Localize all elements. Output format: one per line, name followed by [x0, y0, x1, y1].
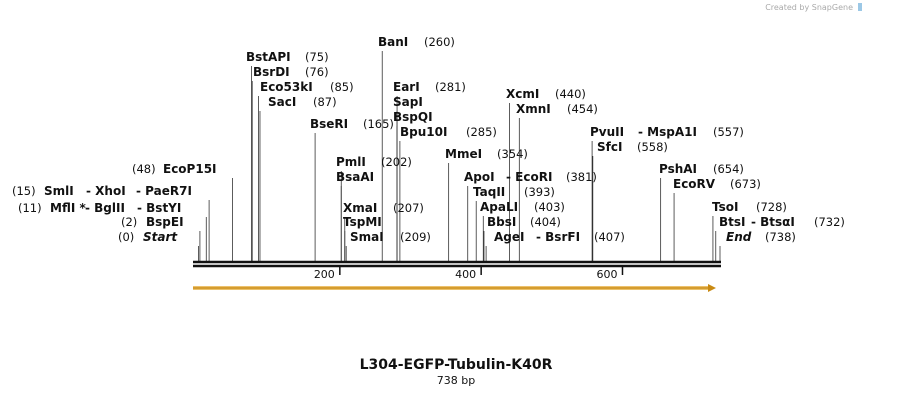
site-position: (2): [121, 215, 137, 229]
site-position: (354): [497, 147, 528, 161]
tick-label: 400: [455, 268, 476, 281]
site-position: (260): [424, 35, 455, 49]
site-position: (403): [534, 200, 565, 214]
site-position: (48): [132, 162, 156, 176]
enzyme-name: BbsI: [487, 215, 516, 229]
enzyme-name: BspEI: [146, 215, 184, 229]
site-position: (202): [381, 155, 412, 169]
site-position: (454): [567, 102, 598, 116]
enzyme-name: TsoI: [712, 200, 738, 214]
map-size: 738 bp: [437, 374, 475, 387]
enzyme-name: SmaI: [350, 230, 384, 244]
enzyme-name: EcoP15I: [163, 162, 217, 176]
enzyme-name: EarI: [393, 80, 420, 94]
enzyme-name: - PaeR7I: [136, 184, 192, 198]
enzyme-name: - BtsαI: [751, 215, 795, 229]
enzyme-name: BsaAI: [336, 170, 374, 184]
enzyme-name: SapI: [393, 95, 423, 109]
site-position: (654): [713, 162, 744, 176]
enzyme-name: BstAPI: [246, 50, 291, 64]
sites: EcoP15I(48)SmlI - XhoI - PaeR7I(15)MflI * -…: [12, 35, 845, 261]
enzyme-name: AgeI: [494, 230, 524, 244]
enzyme-name: SmlI: [44, 184, 74, 198]
enzyme-name: - BsrFI: [536, 230, 580, 244]
enzyme-name: BseRI: [310, 117, 348, 131]
enzyme-name: BspQI: [393, 110, 433, 124]
site-position: (407): [594, 230, 625, 244]
site-position: (11): [18, 201, 42, 215]
site-position: (87): [313, 95, 337, 109]
site-position: (738): [765, 230, 796, 244]
enzyme-name: PshAI: [659, 162, 697, 176]
enzyme-name: - EcoRI: [506, 170, 552, 184]
enzyme-name: - MspA1I: [638, 125, 697, 139]
site-position: (728): [756, 200, 787, 214]
enzyme-name: EcoRV: [673, 177, 716, 191]
site-position: (285): [466, 125, 497, 139]
site-position: (75): [305, 50, 329, 64]
enzyme-name: Bpu10I: [400, 125, 447, 139]
site-position: (209): [400, 230, 431, 244]
enzyme-name: XmaI: [343, 201, 377, 215]
enzyme-name: TaqII: [473, 185, 505, 199]
enzyme-name: ApaLI: [480, 200, 518, 214]
site-position: (85): [330, 80, 354, 94]
enzyme-name: - BstYI: [137, 201, 181, 215]
enzyme-name: PvuII: [590, 125, 624, 139]
site-position: (732): [814, 215, 845, 229]
enzyme-name: MflI *: [50, 201, 86, 215]
enzyme-name: XmnI: [516, 102, 551, 116]
feature: [193, 286, 710, 290]
site-position: (673): [730, 177, 761, 191]
scale: 200 400 600: [314, 267, 624, 281]
enzyme-name: SfcI: [597, 140, 622, 154]
enzyme-name: BanI: [378, 35, 408, 49]
enzyme-name: SacI: [268, 95, 296, 109]
site-position: (381): [566, 170, 597, 184]
enzyme-name: Eco53kI: [260, 80, 313, 94]
tick-label: 200: [314, 268, 335, 281]
site-position: (558): [637, 140, 668, 154]
site-position: (15): [12, 184, 36, 198]
enzyme-name: PmlI: [336, 155, 366, 169]
tick-label: 600: [596, 268, 617, 281]
site-position: (557): [713, 125, 744, 139]
enzyme-name: BsrDI: [253, 65, 290, 79]
logo: [858, 3, 862, 11]
enzyme-name: ApoI: [464, 170, 495, 184]
enzyme-name: MmeI: [445, 147, 482, 161]
site-position: (207): [393, 201, 424, 215]
site-position: (165): [363, 117, 394, 131]
enzyme-name: End: [726, 230, 752, 244]
feature-arrow: [708, 284, 716, 292]
site-position: (0): [118, 230, 134, 244]
enzyme-name: BtsI: [719, 215, 746, 229]
site-position: (76): [305, 65, 329, 79]
credit: Created by SnapGene: [765, 3, 853, 12]
enzyme-name: Start: [143, 230, 178, 244]
site-position: (281): [435, 80, 466, 94]
enzyme-name: - BglII: [85, 201, 125, 215]
enzyme-name: - XhoI: [86, 184, 126, 198]
enzyme-name: TspMI: [343, 215, 382, 229]
site-position: (404): [530, 215, 561, 229]
site-position: (393): [524, 185, 555, 199]
enzyme-name: XcmI: [506, 87, 539, 101]
site-position: (440): [555, 87, 586, 101]
map-title: L304-EGFP-Tubulin-K40R: [360, 357, 553, 373]
